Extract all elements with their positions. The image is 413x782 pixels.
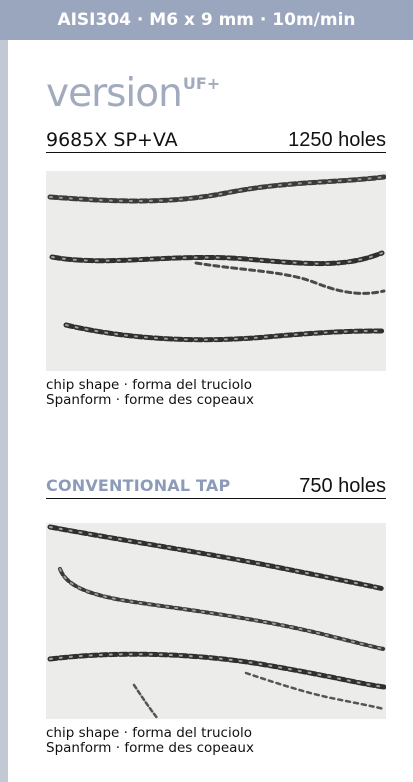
chip-curl (244, 671, 386, 711)
chip-caption: chip shape · forma del truciolo Spanform… (46, 726, 386, 756)
chip-curl (194, 261, 386, 295)
chip-curl (51, 252, 383, 265)
section-title-row: 9685X SP+VA 1250 holes (46, 126, 386, 153)
chip-curl (47, 651, 386, 690)
caption-line: Spanform · forme des copeaux (46, 392, 254, 408)
section-title-row: CONVENTIONAL TAP 750 holes (46, 472, 386, 499)
chip-curl (65, 324, 385, 341)
brand-logo: version UF+ (46, 71, 220, 117)
chip-curl (49, 176, 385, 202)
left-accent-rule (0, 40, 8, 782)
chip-photo (46, 171, 386, 371)
holes-count: 750 holes (299, 475, 386, 497)
caption-line: chip shape · forma del truciolo (46, 377, 253, 393)
header-text: AISI304 · M6 x 9 mm · 10m/min (57, 10, 356, 30)
chip-curl (47, 174, 386, 204)
tool-name: CONVENTIONAL TAP (46, 476, 231, 495)
chip-caption: chip shape · forma del truciolo Spanform… (46, 378, 386, 408)
holes-count: 1250 holes (288, 129, 386, 151)
caption-line: Spanform · forme des copeaux (46, 740, 254, 756)
brand-suffix: UF+ (182, 74, 221, 93)
tool-name: 9685X SP+VA (46, 129, 178, 151)
chip-curl (132, 683, 160, 719)
chip-photo (46, 523, 386, 719)
caption-line: chip shape · forma del truciolo (46, 725, 253, 741)
chip-curl (59, 568, 385, 650)
chip-curl (49, 526, 385, 590)
header-band: AISI304 · M6 x 9 mm · 10m/min (0, 0, 413, 40)
brand-word: version (46, 71, 183, 116)
chip-curl (49, 653, 385, 688)
